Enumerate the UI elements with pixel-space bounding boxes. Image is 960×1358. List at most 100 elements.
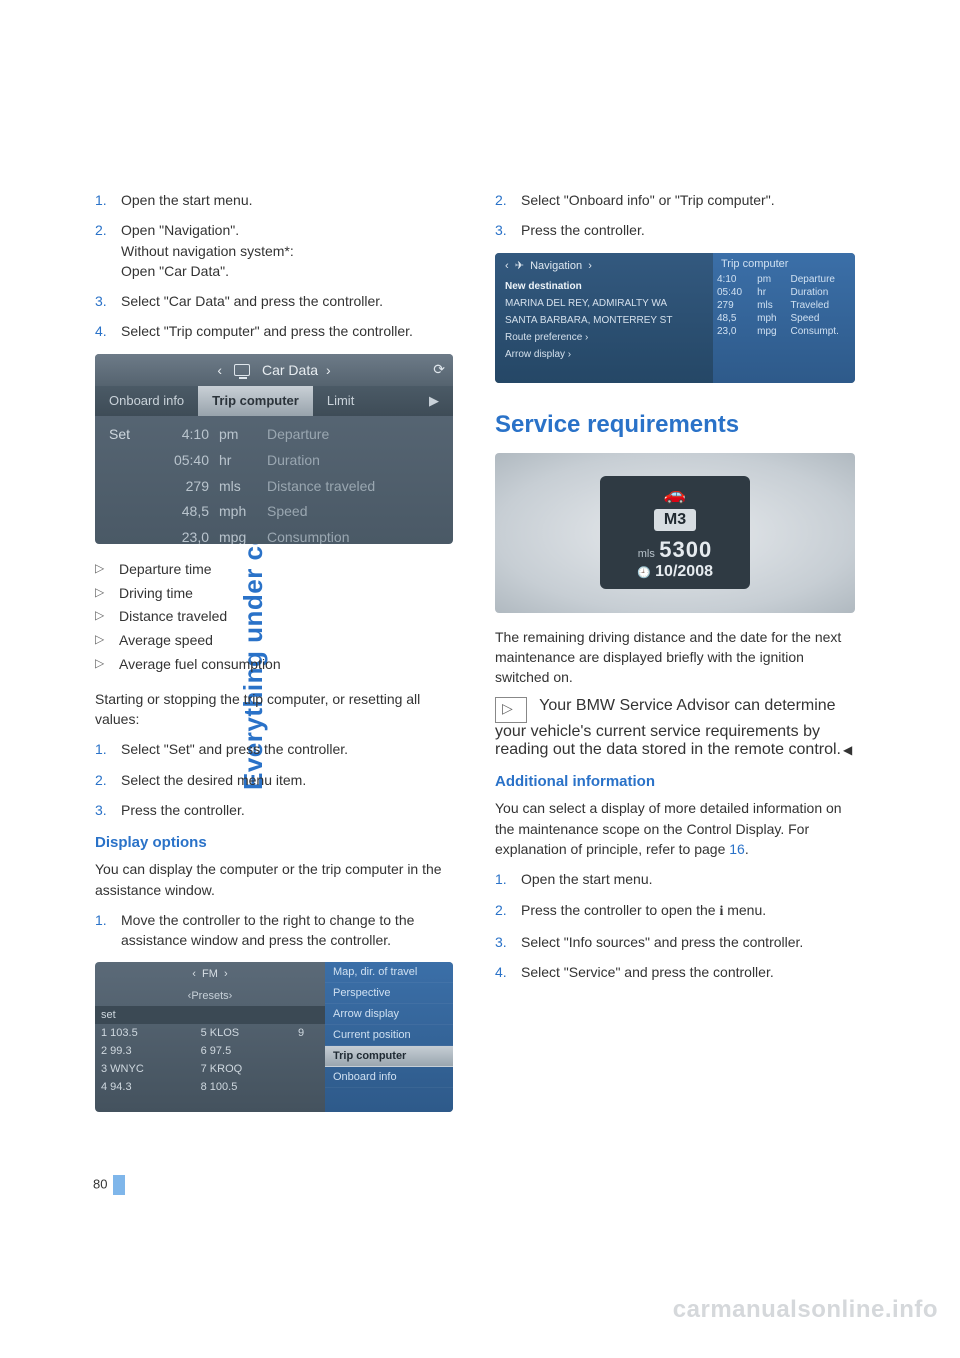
screenshot-right-panel: Map, dir. of travel Perspective Arrow di… [325, 962, 453, 1112]
step: 2.Press the controller to open the i men… [495, 900, 855, 922]
service-values: mls 5300 [610, 537, 740, 563]
step: 4.Select "Service" and press the control… [495, 962, 855, 982]
step-text: Select "Service" and press the controlle… [521, 964, 774, 980]
cell: Duration [787, 286, 856, 299]
step-text: Move the controller to the right to chan… [121, 912, 414, 948]
nav-row: Arrow display › [495, 346, 713, 363]
cell-value: 48,5 [153, 499, 219, 525]
step-number: 1. [495, 869, 507, 889]
date-value: 10/2008 [655, 563, 713, 580]
paragraph: You can select a display of more detaile… [495, 798, 855, 859]
cell-unit: mpg [219, 525, 267, 543]
cell: Departure [787, 273, 856, 286]
table-row: 48,5mphSpeed [109, 499, 443, 525]
trip-table: 4:10pmDeparture 05:40hrDuration 279mlsTr… [713, 273, 855, 338]
step-text: Press the controller to open the [521, 902, 719, 918]
table-row: set [95, 1006, 325, 1024]
step-text: Open the start menu. [521, 871, 653, 887]
cell-unit: hr [219, 448, 267, 474]
left-column: 1.Open the start menu. 2.Open "Navigatio… [95, 190, 455, 1126]
screenshot-fm-presets: ‹ FM › ‹ Presets › set 1 103.55 KLOS9 2 … [95, 962, 453, 1112]
step-text: Open the start menu. [121, 192, 253, 208]
cell [292, 1060, 325, 1078]
nav-header: ‹ ✈ Navigation › [495, 253, 713, 278]
refresh-icon: ⟳ [433, 361, 445, 378]
cell: 4:10 [713, 273, 753, 286]
step-number: 2. [95, 770, 107, 790]
step-text: Select the desired menu item. [121, 772, 306, 788]
page-number-bar [113, 1175, 125, 1195]
bullet-list: Departure time Driving time Distance tra… [95, 558, 455, 677]
steps-display: 1. Move the controller to the right to ch… [95, 910, 455, 951]
presets-table: set 1 103.55 KLOS9 2 99.36 97.5 3 WNYC7 … [95, 1006, 325, 1096]
text: . [745, 841, 749, 857]
cell-value: 23,0 [153, 525, 219, 543]
screenshot-left-panel: ‹ ✈ Navigation › New destination MARINA … [495, 253, 713, 383]
cell [292, 1078, 325, 1096]
cell-unit: mph [219, 499, 267, 525]
cell-label: Duration [267, 448, 443, 474]
nav-row: Route preference › [495, 329, 713, 346]
distance-value: 5300 [659, 537, 712, 562]
step-text: Select "Set" and press the controller. [121, 741, 348, 757]
step-number: 1. [95, 739, 107, 759]
steps-continued: 2.Select "Onboard info" or "Trip compute… [495, 190, 855, 241]
tab-limit: Limit [313, 386, 368, 416]
step-number: 2. [495, 900, 507, 920]
table-row: 48,5mphSpeed [713, 312, 855, 325]
page-number: 80 [93, 1175, 125, 1195]
chevron-right-icon: ▶ [368, 386, 453, 416]
panel-title: Trip computer [713, 253, 855, 273]
heading-display-options: Display options [95, 834, 455, 851]
nav-row: New destination [495, 278, 713, 295]
watermark: carmanualsonline.info [673, 1296, 938, 1324]
cell: 4 94.3 [95, 1078, 195, 1096]
tab-trip-computer: Trip computer [198, 386, 313, 416]
paragraph: The remaining driving distance and the d… [495, 627, 855, 688]
menu-item: Map, dir. of travel [325, 962, 453, 983]
cell: 5 KLOS [195, 1024, 292, 1042]
screenshot-car-data: ‹ Car Data › ⟳ Onboard info Trip compute… [95, 354, 453, 544]
cell [292, 1042, 325, 1060]
cell: 279 [713, 299, 753, 312]
table-row: 1 103.55 KLOS9 [95, 1024, 325, 1042]
step: 2. Select the desired menu item. [95, 770, 455, 790]
monitor-icon [234, 364, 250, 376]
cell: 6 97.5 [195, 1042, 292, 1060]
heading-service-requirements: Service requirements [495, 411, 855, 439]
table-row: 05:40hrDuration [713, 286, 855, 299]
cell: hr [753, 286, 786, 299]
nav-row: MARINA DEL REY, ADMIRALTY WA [495, 295, 713, 312]
set-label: set [95, 1006, 325, 1024]
cell-label: Departure [267, 422, 443, 448]
list-item: Distance traveled [95, 605, 455, 629]
screenshot-left-panel: ‹ FM › ‹ Presets › set 1 103.55 KLOS9 2 … [95, 962, 325, 1112]
step-number: 1. [95, 910, 107, 930]
cell: 23,0 [713, 325, 753, 338]
page-link[interactable]: 16 [729, 841, 745, 857]
tab-bar: Onboard info Trip computer Limit ▶ [95, 386, 453, 416]
cell: mph [753, 312, 786, 325]
step-text: Press the controller. [521, 222, 645, 238]
step-text: Select "Trip computer" and press the con… [121, 323, 413, 339]
table-row: 23,0mpgConsumption [109, 525, 443, 543]
set-label: Set [109, 422, 153, 448]
table-row: 2 99.36 97.5 [95, 1042, 325, 1060]
header-title: Car Data [262, 362, 318, 378]
screenshot-right-panel: Trip computer 4:10pmDeparture 05:40hrDur… [713, 253, 855, 383]
step-text: menu. [723, 902, 766, 918]
cell: mls [753, 299, 786, 312]
step: 3.Press the controller. [95, 800, 455, 820]
cell-unit: pm [219, 422, 267, 448]
step: 1.Open the start menu. [95, 190, 455, 210]
cell: 05:40 [713, 286, 753, 299]
note-icon [495, 697, 527, 723]
data-rows: Set4:10pmDeparture 05:40hrDuration 279ml… [95, 416, 453, 544]
heading-additional-info: Additional information [495, 773, 855, 790]
table-row: 3 WNYC7 KROQ [95, 1060, 325, 1078]
right-column: 2.Select "Onboard info" or "Trip compute… [495, 190, 855, 995]
cell: Traveled [787, 299, 856, 312]
list-item: Average speed [95, 629, 455, 653]
text: You can select a display of more detaile… [495, 800, 842, 857]
nav-row: SANTA BARBARA, MONTERREY ST [495, 312, 713, 329]
